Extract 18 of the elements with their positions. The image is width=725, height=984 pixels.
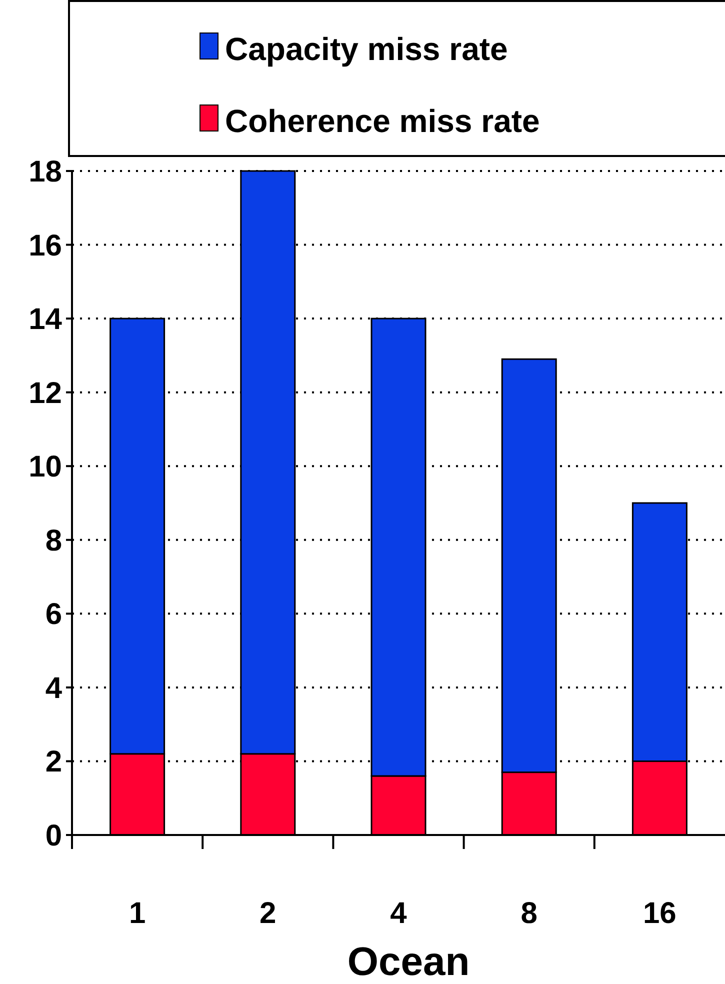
y-tick-label: 14 <box>28 303 62 336</box>
legend-label: Capacity miss rate <box>225 31 508 67</box>
y-tick-label: 2 <box>45 746 62 779</box>
y-tick-label: 10 <box>28 450 62 484</box>
y-tick-label: 18 <box>28 156 62 188</box>
y-tick-label: 12 <box>28 376 62 410</box>
y-tick-label: 16 <box>28 229 62 262</box>
x-tick-label: 4 <box>390 897 408 930</box>
legend-label: Coherence miss rate <box>225 103 540 139</box>
x-tick-label: 2 <box>260 897 276 930</box>
y-tick-label: 4 <box>45 672 62 705</box>
x-tick-label: 16 <box>643 897 676 930</box>
x-tick-label: 8 <box>520 897 538 930</box>
x-axis-title: Ocean <box>347 940 470 984</box>
x-tick-label: 1 <box>128 897 146 930</box>
y-tick-label: 0 <box>45 820 62 852</box>
y-tick-label: 8 <box>45 524 62 558</box>
y-tick-label: 6 <box>45 598 62 632</box>
